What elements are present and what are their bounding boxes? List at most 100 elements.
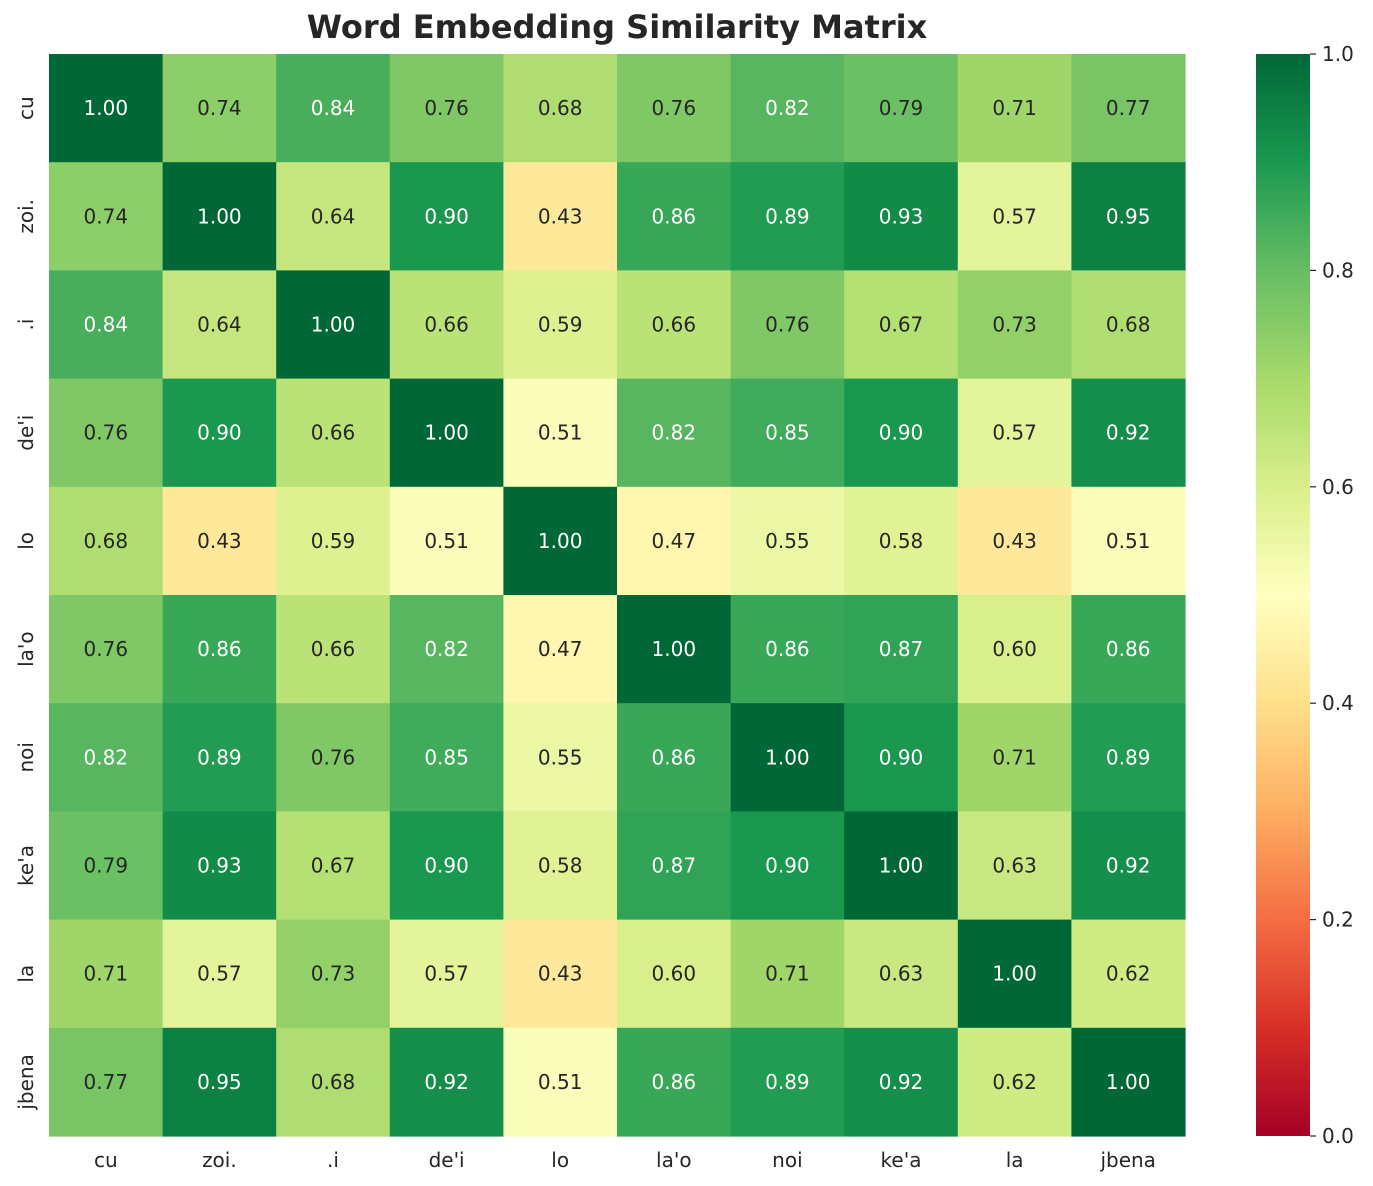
heatmap-cell: [1071, 162, 1186, 271]
cell-value-label: 0.93: [879, 204, 924, 228]
cell-value-label: 0.62: [1106, 962, 1151, 986]
heatmap-cell: [389, 595, 504, 704]
heatmap-cell: [730, 54, 845, 163]
colorbar-gradient: [1256, 54, 1310, 1136]
heatmap-cell: [844, 54, 959, 163]
heatmap-cell: [162, 162, 277, 271]
heatmap-cell: [957, 595, 1072, 704]
cell-value-label: 0.90: [879, 421, 924, 445]
heatmap-cell: [844, 811, 959, 921]
cell-value-label: 0.76: [765, 313, 810, 337]
heatmap-cell: [957, 919, 1072, 1029]
x-tick-label: cu: [94, 1148, 118, 1172]
cell-value-label: 0.74: [197, 96, 242, 120]
cell-value-label: 0.87: [879, 637, 924, 661]
heatmap-cell: [1071, 811, 1186, 921]
cell-value-label: 0.89: [765, 1070, 810, 1094]
heatmap-cell: [49, 270, 164, 380]
heatmap-cell: [503, 270, 618, 380]
cell-value-label: 0.90: [765, 854, 810, 878]
cell-value-label: 1.00: [765, 745, 810, 769]
heatmap-cells: [49, 54, 1186, 1137]
cell-value-label: 0.95: [1106, 204, 1151, 228]
cell-value-label: 1.00: [992, 962, 1037, 986]
y-tick-label: noi: [14, 742, 38, 772]
heatmap-cell: [503, 1027, 618, 1137]
cell-value-label: 0.92: [424, 1070, 469, 1094]
x-tick-label: .i: [327, 1148, 339, 1172]
heatmap-cell: [276, 595, 391, 704]
cell-value-label: 1.00: [879, 854, 924, 878]
cell-value-label: 0.47: [652, 529, 697, 553]
heatmap-cell: [276, 919, 391, 1029]
cell-value-label: 0.66: [652, 313, 697, 337]
heatmap-cell: [844, 919, 959, 1029]
cell-value-label: 0.64: [311, 204, 356, 228]
cell-value-label: 0.43: [992, 529, 1037, 553]
cell-value-label: 0.77: [1106, 96, 1151, 120]
heatmap-cell: [389, 378, 504, 488]
y-tick-label: de'i: [14, 415, 38, 451]
heatmap-cell: [49, 162, 164, 271]
heatmap-cell: [49, 703, 164, 812]
heatmap-cell: [617, 378, 732, 488]
cell-value-label: 0.87: [652, 854, 697, 878]
heatmap-cell: [617, 270, 732, 380]
heatmap-cell: [276, 703, 391, 812]
cell-value-label: 0.85: [765, 421, 810, 445]
heatmap-cell: [162, 1027, 277, 1137]
x-tick-label: la'o: [656, 1148, 692, 1172]
heatmap-cell: [389, 486, 504, 596]
cell-value-label: 0.68: [1106, 313, 1151, 337]
cell-value-label: 0.86: [652, 745, 697, 769]
cell-value-label: 0.73: [311, 962, 356, 986]
heatmap-cell: [162, 54, 277, 163]
heatmap-cell: [617, 1027, 732, 1137]
heatmap-cell: [503, 486, 618, 596]
cell-value-label: 1.00: [424, 421, 469, 445]
cell-value-label: 1.00: [197, 204, 242, 228]
heatmap-cell: [503, 595, 618, 704]
cell-value-label: 0.60: [992, 637, 1037, 661]
cell-value-label: 0.51: [1106, 529, 1151, 553]
heatmap-cell: [49, 378, 164, 488]
cell-value-label: 0.63: [992, 854, 1037, 878]
x-axis-tick-labels: cu zoi. .i de'i lo la'o noi ke'a la jbena: [94, 1148, 1156, 1172]
cell-value-label: 0.43: [197, 529, 242, 553]
y-tick-label: .i: [14, 319, 38, 331]
x-tick-label: zoi.: [202, 1148, 237, 1172]
cell-value-label: 0.71: [992, 96, 1037, 120]
heatmap-cell: [389, 270, 504, 380]
cell-value-label: 1.00: [311, 313, 356, 337]
cell-value-label: 0.51: [538, 1070, 583, 1094]
cell-value-label: 0.86: [197, 637, 242, 661]
heatmap-cell: [957, 378, 1072, 488]
heatmap-cell: [617, 486, 732, 596]
heatmap-cell: [389, 811, 504, 921]
cell-value-label: 0.47: [538, 637, 583, 661]
cell-value-label: 0.51: [538, 421, 583, 445]
heatmap-cell: [503, 162, 618, 271]
cell-value-label: 0.90: [197, 421, 242, 445]
heatmap-cell: [1071, 54, 1186, 163]
cell-value-label: 0.59: [538, 313, 583, 337]
heatmap-cell: [1071, 1027, 1186, 1137]
cell-value-label: 0.92: [1106, 421, 1151, 445]
heatmap-cell: [503, 703, 618, 812]
heatmap-cell: [957, 486, 1072, 596]
cell-value-label: 0.95: [197, 1070, 242, 1094]
cell-value-label: 0.57: [992, 421, 1037, 445]
y-tick-label: lo: [14, 532, 38, 550]
heatmap-cell: [617, 919, 732, 1029]
heatmap-cell: [276, 162, 391, 271]
colorbar-tick-label: 0.8: [1322, 258, 1354, 282]
heatmap-cell: [844, 595, 959, 704]
cell-value-label: 0.86: [765, 637, 810, 661]
cell-value-label: 0.82: [84, 745, 129, 769]
cell-value-label: 0.79: [84, 854, 129, 878]
cell-value-label: 0.43: [538, 204, 583, 228]
heatmap-cell: [730, 919, 845, 1029]
cell-value-label: 0.59: [311, 529, 356, 553]
colorbar-tick-label: 0.0: [1322, 1124, 1354, 1148]
heatmap-cell: [503, 378, 618, 488]
